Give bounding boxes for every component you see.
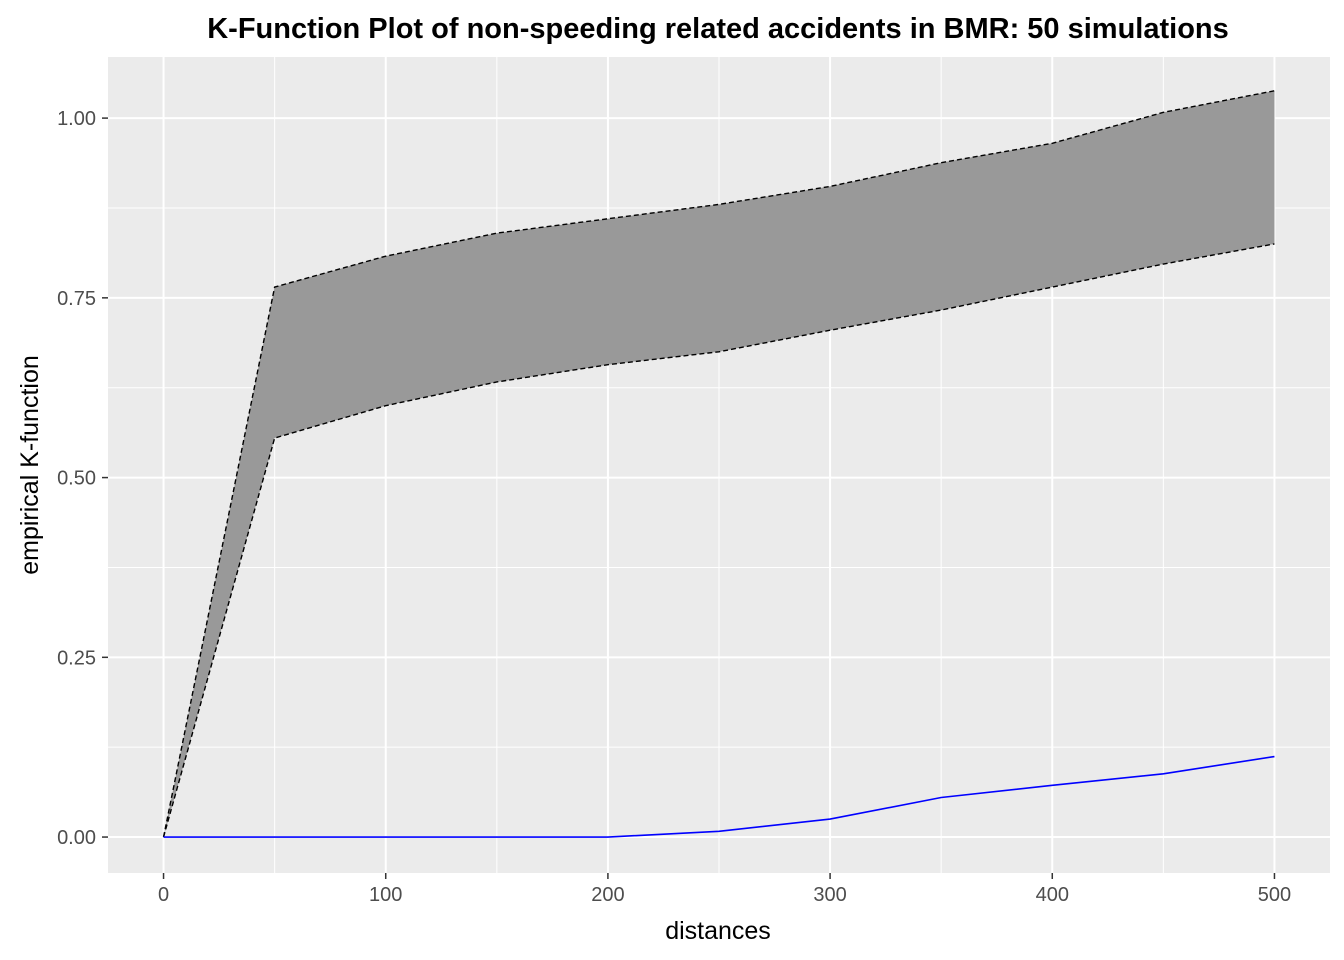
envelope-lower-line xyxy=(162,243,1275,838)
y-tick-label: 1.00 xyxy=(57,108,96,130)
x-axis: 0 100 200 300 400 500 xyxy=(158,873,1291,906)
y-axis: 0.00 0.25 0.50 0.75 1.00 xyxy=(57,108,108,849)
x-tick-label: 500 xyxy=(1258,884,1291,906)
envelope-band xyxy=(163,90,1275,838)
x-tick-label: 100 xyxy=(369,884,402,906)
simulation-envelope xyxy=(162,90,1275,838)
x-tick-label: 200 xyxy=(591,884,624,906)
y-tick-label: 0.75 xyxy=(57,288,96,310)
x-tick-label: 300 xyxy=(813,884,846,906)
y-axis-title: empirical K-function xyxy=(16,355,44,575)
y-tick-label: 0.25 xyxy=(57,647,96,669)
chart-title: K-Function Plot of non-speeding related … xyxy=(207,13,1229,45)
x-tick-label: 0 xyxy=(158,884,169,906)
observed-k-function-line xyxy=(163,755,1275,838)
series-layer xyxy=(163,755,1275,838)
x-tick-label: 400 xyxy=(1036,884,1069,906)
y-tick-label: 0.50 xyxy=(57,468,96,490)
x-axis-title: distances xyxy=(665,917,771,945)
y-tick-label: 0.00 xyxy=(57,827,96,849)
